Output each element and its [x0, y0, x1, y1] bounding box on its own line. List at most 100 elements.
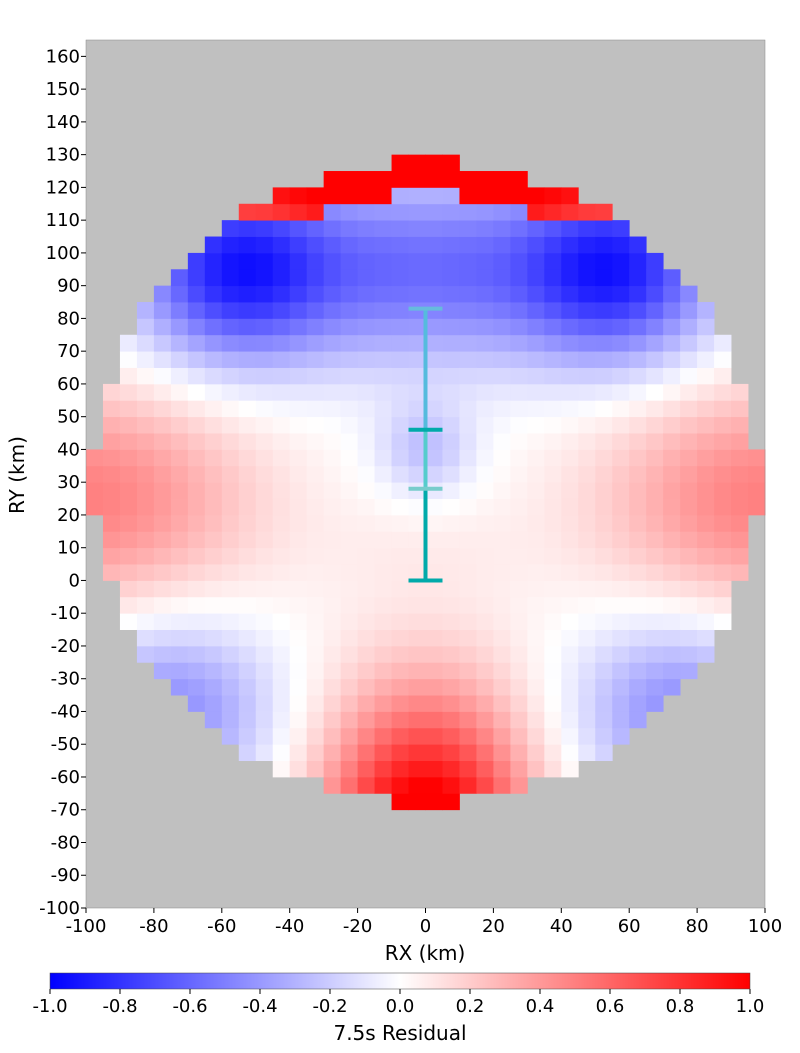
heatmap-cell — [493, 482, 510, 499]
heatmap-cell — [476, 302, 493, 319]
heatmap-cell — [188, 269, 205, 286]
heatmap-cell — [476, 351, 493, 368]
heatmap-cell — [459, 515, 476, 532]
heatmap-cell — [154, 580, 171, 597]
heatmap-cell — [578, 564, 595, 581]
heatmap-cell — [680, 662, 697, 679]
heatmap-cell — [154, 482, 171, 499]
heatmap-cell — [442, 482, 459, 499]
heatmap-cell — [544, 482, 561, 499]
heatmap-cell — [239, 220, 256, 237]
heatmap-cell — [578, 499, 595, 516]
heatmap-cell — [646, 613, 663, 630]
heatmap-cell — [171, 449, 188, 466]
heatmap-cell — [358, 499, 375, 516]
heatmap-cell — [697, 466, 714, 483]
heatmap-cell — [663, 466, 680, 483]
heatmap-cell — [663, 564, 680, 581]
heatmap-cell — [595, 384, 612, 401]
heatmap-cell — [476, 531, 493, 548]
heatmap-cell — [561, 728, 578, 745]
heatmap-cell — [409, 695, 426, 712]
heatmap-cell — [714, 466, 731, 483]
heatmap-cell — [595, 302, 612, 319]
heatmap-cell — [493, 269, 510, 286]
heatmap-cell — [629, 253, 646, 270]
heatmap-cell — [714, 580, 731, 597]
heatmap-cell — [426, 793, 443, 810]
heatmap-cell — [697, 597, 714, 614]
heatmap-cell — [697, 351, 714, 368]
heatmap-cell — [188, 286, 205, 303]
heatmap-cell — [307, 433, 324, 450]
heatmap-cell — [205, 695, 222, 712]
heatmap-cell — [171, 433, 188, 450]
heatmap-cell — [188, 400, 205, 417]
heatmap-cell — [561, 711, 578, 728]
y-tick-label: 100 — [46, 243, 80, 264]
heatmap-cell — [595, 417, 612, 434]
heatmap-cell — [358, 466, 375, 483]
heatmap-cell — [392, 613, 409, 630]
heatmap-cell — [578, 548, 595, 565]
heatmap-cell — [409, 286, 426, 303]
heatmap-cell — [256, 482, 273, 499]
heatmap-cell — [442, 548, 459, 565]
heatmap-cell — [375, 564, 392, 581]
heatmap-cell — [324, 384, 341, 401]
heatmap-cell — [476, 237, 493, 254]
heatmap-cell — [341, 482, 358, 499]
heatmap-cell — [714, 368, 731, 385]
heatmap-cell — [493, 548, 510, 565]
heatmap-cell — [409, 646, 426, 663]
heatmap-cell — [409, 580, 426, 597]
heatmap-cell — [544, 187, 561, 204]
heatmap-cell — [527, 351, 544, 368]
heatmap-cell — [290, 237, 307, 254]
heatmap-cell — [510, 515, 527, 532]
heatmap-cell — [697, 335, 714, 352]
heatmap-cell — [205, 302, 222, 319]
heatmap-cell — [476, 728, 493, 745]
heatmap-cell — [527, 449, 544, 466]
heatmap-cell — [476, 597, 493, 614]
heatmap-cell — [595, 433, 612, 450]
heatmap-cell — [527, 318, 544, 335]
heatmap-cell — [290, 400, 307, 417]
heatmap-cell — [239, 630, 256, 647]
heatmap-cell — [493, 597, 510, 614]
heatmap-cell — [188, 449, 205, 466]
heatmap-cell — [426, 499, 443, 516]
x-tick-label: 40 — [550, 916, 573, 937]
heatmap-cell — [510, 646, 527, 663]
heatmap-cell — [561, 646, 578, 663]
heatmap-cell — [307, 335, 324, 352]
heatmap-cell — [205, 499, 222, 516]
heatmap-cell — [239, 335, 256, 352]
heatmap-cell — [426, 613, 443, 630]
heatmap-cell — [646, 384, 663, 401]
heatmap-cell — [392, 515, 409, 532]
heatmap-cell — [544, 400, 561, 417]
heatmap-cell — [714, 499, 731, 516]
heatmap-cell — [341, 449, 358, 466]
heatmap-cell — [290, 449, 307, 466]
heatmap-cell — [358, 351, 375, 368]
heatmap-cell — [154, 351, 171, 368]
heatmap-cell — [239, 695, 256, 712]
heatmap-cell — [154, 449, 171, 466]
y-tick-label: -10 — [51, 603, 80, 624]
heatmap-cell — [375, 580, 392, 597]
heatmap-cell — [256, 646, 273, 663]
heatmap-cell — [256, 564, 273, 581]
heatmap-cell — [459, 711, 476, 728]
heatmap-cell — [307, 253, 324, 270]
heatmap-cell — [290, 433, 307, 450]
heatmap-cell — [375, 777, 392, 794]
heatmap-cell — [358, 302, 375, 319]
heatmap-cell — [578, 384, 595, 401]
heatmap-cell — [324, 515, 341, 532]
heatmap-cell — [239, 744, 256, 761]
heatmap-cell — [426, 351, 443, 368]
heatmap-cell — [171, 531, 188, 548]
